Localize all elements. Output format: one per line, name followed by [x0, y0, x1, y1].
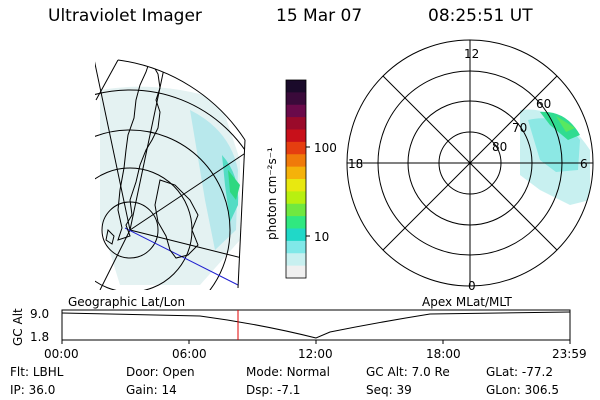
colorbar-tick-100: 100 [314, 141, 337, 155]
status-flt: Flt: LBHL [10, 365, 64, 379]
colorbar-unit-label: photon cm⁻²s⁻¹ [265, 147, 279, 240]
altitude-xtick-0000: 00:00 [44, 347, 79, 361]
status-glat: GLat: -77.2 [486, 365, 553, 379]
colorbar-segment [286, 104, 306, 118]
altitude-ytick-1-8: 1.8 [30, 330, 50, 344]
altitude-trace [61, 311, 571, 339]
mlt-label-18: 18 [348, 157, 364, 171]
geographic-map [95, 59, 246, 290]
colorbar-segment [286, 228, 306, 242]
colorbar-segment [286, 203, 306, 217]
colorbar-segment [286, 80, 306, 93]
mlat-label-60: 60 [536, 97, 552, 111]
colorbar-tick-10: 10 [314, 230, 330, 244]
altitude-xtick-1200: 12:00 [298, 347, 333, 361]
left-map-caption: Geographic Lat/Lon [68, 295, 186, 309]
altitude-xtick-1800: 18:00 [426, 347, 461, 361]
colorbar-segment [286, 253, 306, 267]
magnetic-polar-map [346, 39, 594, 287]
status-door: Door: Open [126, 365, 195, 379]
left-aurora-band [190, 110, 238, 250]
status-seq: Seq: 39 [366, 383, 412, 397]
colorbar-segment [286, 191, 306, 205]
colorbar-segment [286, 129, 306, 143]
altitude-xtick-0600: 06:00 [172, 347, 207, 361]
colorbar-segment [286, 154, 306, 168]
colorbar-segment [286, 92, 306, 106]
colorbar [286, 80, 306, 279]
time-label: 08:25:51 UT [428, 6, 533, 26]
colorbar-segment [286, 141, 306, 155]
colorbar-segment [286, 240, 306, 254]
status-mode: Mode: Normal [246, 365, 330, 379]
colorbar-segment [286, 265, 306, 279]
mlat-label-70: 70 [512, 121, 528, 135]
status-glon: GLon: 306.5 [486, 383, 559, 397]
mlat-label-80: 80 [492, 140, 508, 154]
mlt-label-12: 12 [464, 47, 480, 61]
colorbar-segment [286, 117, 306, 131]
status-gain: Gain: 14 [126, 383, 177, 397]
status-gc-alt: GC Alt: 7.0 Re [366, 365, 450, 379]
date-label: 15 Mar 07 [276, 6, 363, 26]
mlt-label-6: 6 [580, 157, 588, 171]
altitude-ylabel: GC Alt [11, 308, 25, 346]
status-ip: IP: 36.0 [10, 383, 56, 397]
altitude-ytick-9: 9.0 [30, 307, 50, 321]
mlt-label-0: 0 [468, 279, 476, 293]
altitude-plot [61, 309, 571, 344]
altitude-xtick-2359: 23:59 [552, 347, 587, 361]
instrument-title: Ultraviolet Imager [48, 6, 202, 26]
right-map-caption: Apex MLat/MLT [422, 295, 512, 309]
colorbar-segment [286, 166, 306, 180]
status-dsp: Dsp: -7.1 [246, 383, 301, 397]
colorbar-segment [286, 216, 306, 230]
left-aurora-peak [228, 170, 240, 200]
colorbar-segment [286, 179, 306, 192]
